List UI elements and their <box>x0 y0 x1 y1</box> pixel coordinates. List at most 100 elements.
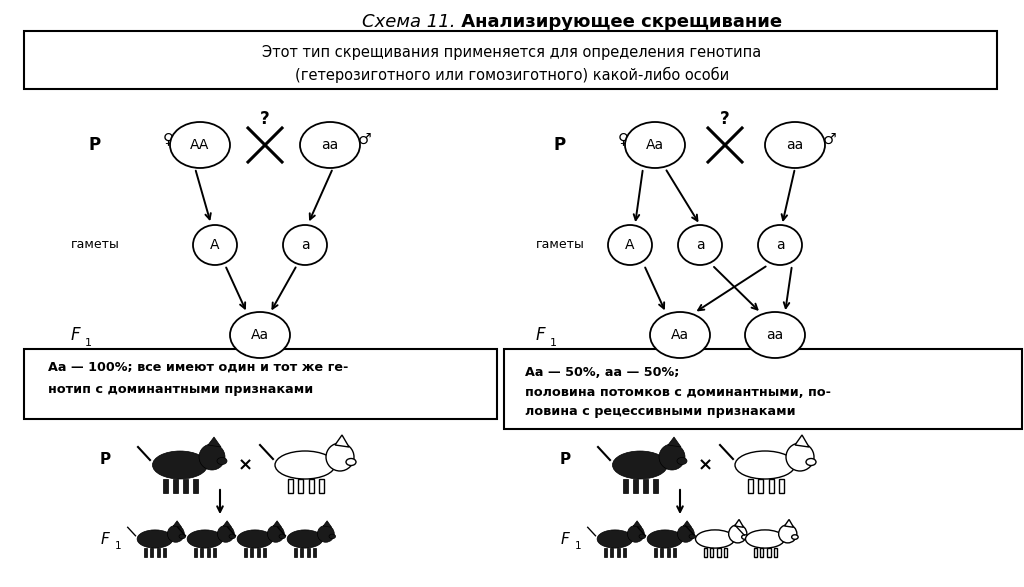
Polygon shape <box>335 435 349 447</box>
Polygon shape <box>208 437 221 447</box>
Ellipse shape <box>745 312 805 358</box>
Text: Аа: Аа <box>671 328 689 342</box>
Circle shape <box>729 525 746 543</box>
Ellipse shape <box>329 534 336 539</box>
Ellipse shape <box>153 451 208 479</box>
Circle shape <box>199 444 225 470</box>
Text: F: F <box>71 326 80 344</box>
Text: ♂: ♂ <box>823 131 837 147</box>
Polygon shape <box>273 521 282 527</box>
Bar <box>207 548 210 557</box>
Ellipse shape <box>735 451 795 479</box>
Text: гаметы: гаметы <box>536 238 585 251</box>
Text: ?: ? <box>260 110 270 128</box>
Ellipse shape <box>346 458 356 465</box>
Bar <box>313 548 316 557</box>
Ellipse shape <box>179 534 185 539</box>
Bar <box>603 548 607 557</box>
Text: ♀: ♀ <box>617 131 629 147</box>
Ellipse shape <box>238 530 272 548</box>
Text: аа: аа <box>766 328 783 342</box>
Ellipse shape <box>187 530 223 548</box>
Bar <box>163 479 168 493</box>
Text: ×: × <box>697 456 713 474</box>
Bar <box>633 479 638 493</box>
Ellipse shape <box>677 457 687 464</box>
Text: Аа: Аа <box>646 138 664 152</box>
Text: гаметы: гаметы <box>71 238 120 251</box>
Circle shape <box>659 444 685 470</box>
Bar <box>717 548 721 557</box>
Circle shape <box>786 443 814 471</box>
Ellipse shape <box>625 122 685 168</box>
Ellipse shape <box>792 535 798 539</box>
Bar <box>250 548 253 557</box>
Text: 1: 1 <box>550 338 556 348</box>
Bar <box>768 479 773 493</box>
Bar <box>244 548 247 557</box>
Text: Анализирующее скрещивание: Анализирующее скрещивание <box>455 13 782 31</box>
Text: нотип с доминантными признаками: нотип с доминантными признаками <box>48 383 313 396</box>
Ellipse shape <box>230 312 290 358</box>
Ellipse shape <box>745 530 784 548</box>
Circle shape <box>317 525 334 542</box>
Text: aa: aa <box>322 138 339 152</box>
Bar <box>151 548 154 557</box>
Text: Аа: Аа <box>251 328 269 342</box>
Ellipse shape <box>608 225 652 265</box>
Text: ×: × <box>238 456 253 474</box>
Bar <box>673 548 677 557</box>
Bar <box>667 548 670 557</box>
Bar <box>616 548 620 557</box>
Bar <box>298 479 302 493</box>
Bar <box>642 479 647 493</box>
Text: (гетерозиготного или гомозиготного) какой-либо особи: (гетерозиготного или гомозиготного) како… <box>295 67 729 83</box>
Ellipse shape <box>758 225 802 265</box>
Bar <box>172 479 177 493</box>
Polygon shape <box>633 521 642 527</box>
Ellipse shape <box>170 122 230 168</box>
Bar <box>143 548 146 557</box>
Text: a: a <box>776 238 784 252</box>
Polygon shape <box>683 521 691 527</box>
Ellipse shape <box>647 530 683 548</box>
Bar <box>306 548 310 557</box>
Circle shape <box>217 525 234 542</box>
Text: A: A <box>210 238 220 252</box>
Ellipse shape <box>229 534 236 539</box>
FancyBboxPatch shape <box>24 349 497 419</box>
Text: P: P <box>554 136 566 154</box>
Circle shape <box>628 525 644 542</box>
Bar <box>318 479 324 493</box>
Text: 1: 1 <box>115 541 121 551</box>
Text: a: a <box>301 238 309 252</box>
Ellipse shape <box>300 122 360 168</box>
Ellipse shape <box>650 312 710 358</box>
Text: половина потомков с доминантными, по-: половина потомков с доминантными, по- <box>525 386 831 399</box>
Polygon shape <box>734 519 743 527</box>
Bar <box>760 548 763 557</box>
Ellipse shape <box>193 225 237 265</box>
Bar <box>754 548 757 557</box>
Circle shape <box>326 443 354 471</box>
Polygon shape <box>324 521 332 527</box>
Bar <box>308 479 313 493</box>
Text: ловина с рецессивными признаками: ловина с рецессивными признаками <box>525 406 796 419</box>
Polygon shape <box>173 521 181 527</box>
Ellipse shape <box>678 225 722 265</box>
Text: ♀: ♀ <box>163 131 173 147</box>
Circle shape <box>267 525 285 542</box>
Text: Аа — 50%, аа — 50%;: Аа — 50%, аа — 50%; <box>525 366 679 379</box>
Ellipse shape <box>741 535 749 539</box>
Ellipse shape <box>597 530 633 548</box>
Text: Аа — 100%; все имеют один и тот же ге-: Аа — 100%; все имеют один и тот же ге- <box>48 360 348 373</box>
Text: P: P <box>89 136 101 154</box>
Bar <box>182 479 187 493</box>
Bar <box>163 548 166 557</box>
Polygon shape <box>668 437 681 447</box>
Ellipse shape <box>283 225 327 265</box>
Text: Схема 11.: Схема 11. <box>361 13 455 31</box>
Bar <box>724 548 727 557</box>
Text: AA: AA <box>190 138 210 152</box>
Bar <box>660 548 664 557</box>
